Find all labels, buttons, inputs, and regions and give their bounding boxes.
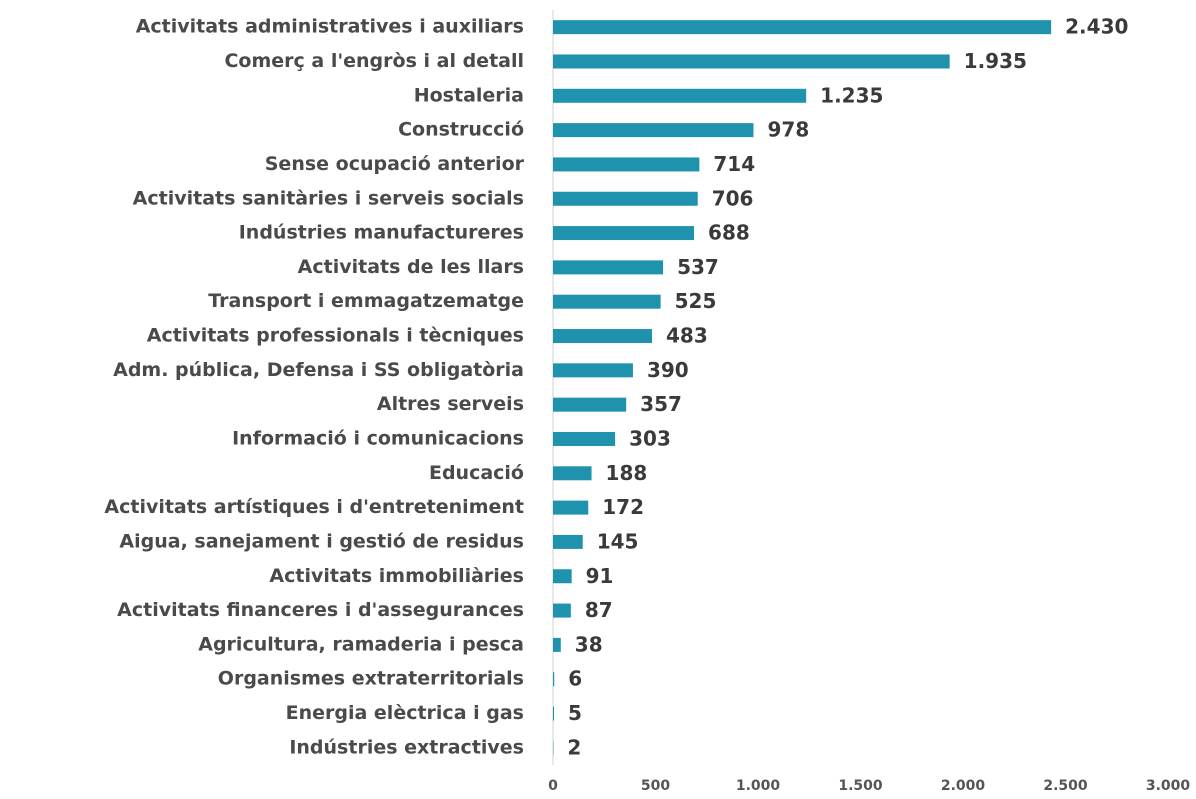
- y-tick-label: Altres serveis: [377, 393, 524, 415]
- bar: [553, 329, 653, 344]
- value-label: 714: [713, 152, 755, 176]
- y-tick-label: Indústries extractives: [289, 736, 524, 758]
- bar: [553, 191, 698, 206]
- y-tick-label: Construcció: [398, 119, 524, 141]
- x-tick-label: 1.000: [736, 778, 781, 794]
- bar: [553, 363, 633, 378]
- value-label: 6: [568, 667, 582, 691]
- bar: [553, 706, 555, 721]
- y-tick-label: Organismes extraterritorials: [218, 668, 524, 690]
- x-tick-label: 2.000: [941, 778, 986, 794]
- y-tick-label: Activitats immobiliàries: [269, 565, 524, 587]
- value-label: 5: [568, 701, 582, 725]
- bar: [553, 226, 695, 241]
- y-tick-label: Indústries manufactureres: [239, 222, 524, 244]
- y-tick-label: Activitats professionals i tècniques: [147, 325, 524, 347]
- x-tick-label: 1.500: [838, 778, 883, 794]
- bar: [553, 397, 627, 412]
- y-tick-label: Hostaleria: [414, 84, 524, 106]
- y-tick-label: Educació: [429, 462, 524, 484]
- bar: [553, 88, 807, 103]
- bar: [553, 260, 664, 275]
- value-label: 978: [767, 118, 809, 142]
- value-label: 2: [567, 735, 581, 759]
- y-tick-label: Activitats de les llars: [298, 256, 524, 278]
- bar: [553, 672, 555, 687]
- x-tick-label: 500: [641, 778, 670, 794]
- value-label: 38: [575, 632, 603, 656]
- bar: [553, 569, 572, 584]
- bar: [553, 466, 592, 481]
- value-label: 188: [606, 461, 648, 485]
- value-label: 688: [708, 221, 750, 245]
- value-label: 1.935: [964, 49, 1027, 73]
- y-tick-label: Comerç a l'engròs i al detall: [224, 50, 524, 72]
- value-label: 145: [597, 529, 639, 553]
- bar: [553, 431, 616, 446]
- value-label: 172: [602, 495, 644, 519]
- x-tick-label: 0: [548, 778, 558, 794]
- value-label: 525: [675, 289, 717, 313]
- bar: [553, 603, 571, 618]
- bar: [553, 20, 1052, 35]
- value-label: 357: [640, 392, 682, 416]
- bar: [553, 637, 561, 652]
- value-label: 1.235: [820, 83, 883, 107]
- y-tick-label: Informació i comunicacions: [232, 427, 524, 449]
- x-tick-label: 2.500: [1043, 778, 1088, 794]
- y-tick-label: Agricultura, ramaderia i pesca: [198, 633, 524, 655]
- value-label: 87: [585, 598, 613, 622]
- y-tick-label: Energia elèctrica i gas: [286, 702, 524, 724]
- y-tick-label: Activitats financeres i d'assegurances: [117, 599, 524, 621]
- y-tick-label: Activitats artístiques i d'entreteniment: [104, 496, 524, 518]
- bar: [553, 500, 589, 515]
- value-label: 390: [647, 358, 689, 382]
- bar: [553, 54, 950, 69]
- bar: [553, 294, 661, 309]
- bar: [553, 534, 583, 549]
- y-tick-label: Sense ocupació anterior: [265, 153, 525, 175]
- value-label: 483: [666, 324, 708, 348]
- value-label: 2.430: [1065, 15, 1128, 39]
- value-label: 303: [629, 426, 671, 450]
- bar: [553, 157, 700, 172]
- y-tick-label: Transport i emmagatzematge: [208, 290, 524, 312]
- y-tick-label: Activitats sanitàries i serveis socials: [133, 187, 524, 209]
- y-tick-label: Activitats administratives i auxiliars: [136, 16, 524, 38]
- bar: [553, 123, 754, 138]
- value-label: 91: [586, 564, 614, 588]
- y-tick-label: Aigua, sanejament i gestió de residus: [119, 530, 524, 552]
- y-tick-label: Adm. pública, Defensa i SS obligatòria: [113, 359, 524, 381]
- value-label: 706: [712, 186, 754, 210]
- x-tick-label: 3.000: [1146, 778, 1191, 794]
- value-label: 537: [677, 255, 719, 279]
